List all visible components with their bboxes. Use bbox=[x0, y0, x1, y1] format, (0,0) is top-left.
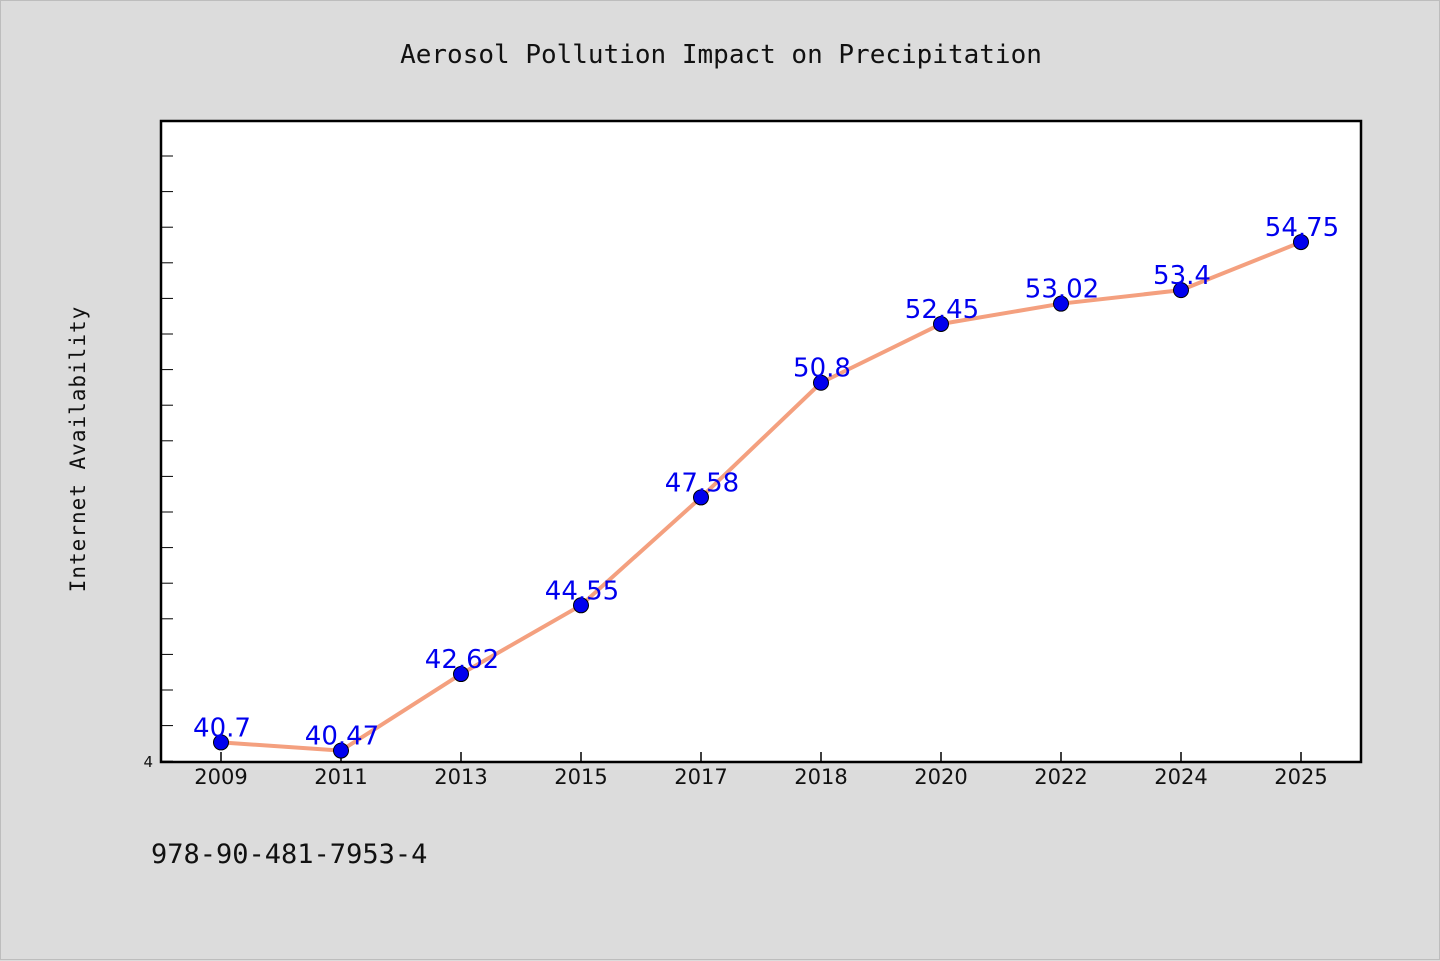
data-point-marker bbox=[1053, 295, 1069, 312]
data-point-marker bbox=[573, 597, 589, 614]
x-axis-ticks: 2009 2011 2013 2015 2017 2018 2020 2022 2024 2025 bbox=[194, 752, 1328, 789]
x-tick-label: 2015 bbox=[554, 765, 607, 789]
data-labels: 40.7 40.47 42.62 44.55 47.58 50.8 52.45 53.02 53… bbox=[193, 213, 1339, 752]
data-label: 54.75 bbox=[1265, 213, 1339, 243]
data-label: 53.02 bbox=[1025, 275, 1099, 305]
x-tick-label: 2018 bbox=[794, 765, 847, 789]
y-tick-label: 4 bbox=[143, 753, 153, 771]
data-label: 47.58 bbox=[665, 468, 739, 498]
x-tick-label: 2017 bbox=[674, 765, 727, 789]
x-tick-label: 2022 bbox=[1034, 765, 1087, 789]
data-point-marker bbox=[333, 742, 349, 759]
data-label: 44.55 bbox=[545, 576, 619, 606]
data-point-marker bbox=[693, 489, 709, 506]
y-axis-ticks bbox=[161, 155, 173, 762]
data-point-marker bbox=[453, 666, 469, 683]
data-label: 40.47 bbox=[305, 722, 379, 752]
x-tick-label: 2009 bbox=[194, 765, 247, 789]
data-point-marker bbox=[213, 734, 229, 751]
data-point-marker bbox=[1293, 234, 1309, 251]
y-axis-label: Internet Availability bbox=[66, 306, 90, 593]
data-label: 40.7 bbox=[193, 713, 251, 743]
x-tick-label: 2024 bbox=[1154, 765, 1207, 789]
isbn-footer: 978-90-481-7953-4 bbox=[151, 839, 427, 870]
x-tick-label: 2011 bbox=[314, 765, 367, 789]
x-tick-label: 2013 bbox=[434, 765, 487, 789]
data-label: 53.4 bbox=[1153, 261, 1211, 291]
chart-title: Aerosol Pollution Impact on Precipitatio… bbox=[400, 40, 1042, 70]
data-label: 42.62 bbox=[425, 645, 499, 675]
x-tick-label: 2025 bbox=[1274, 765, 1327, 789]
series-layer bbox=[213, 234, 1309, 759]
data-point-marker bbox=[1173, 282, 1189, 299]
data-point-marker bbox=[813, 374, 829, 391]
data-point-marker bbox=[933, 315, 949, 332]
x-tick-label: 2020 bbox=[914, 765, 967, 789]
series-line bbox=[219, 240, 1303, 753]
data-label: 52.45 bbox=[905, 295, 979, 325]
data-label: 50.8 bbox=[793, 354, 851, 384]
